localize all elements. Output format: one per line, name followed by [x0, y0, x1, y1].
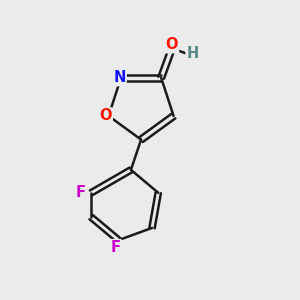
Text: F: F: [111, 240, 121, 255]
Text: O: O: [166, 38, 178, 52]
Text: O: O: [99, 109, 112, 124]
Text: F: F: [76, 185, 86, 200]
Text: H: H: [187, 46, 199, 61]
Text: N: N: [113, 70, 126, 85]
